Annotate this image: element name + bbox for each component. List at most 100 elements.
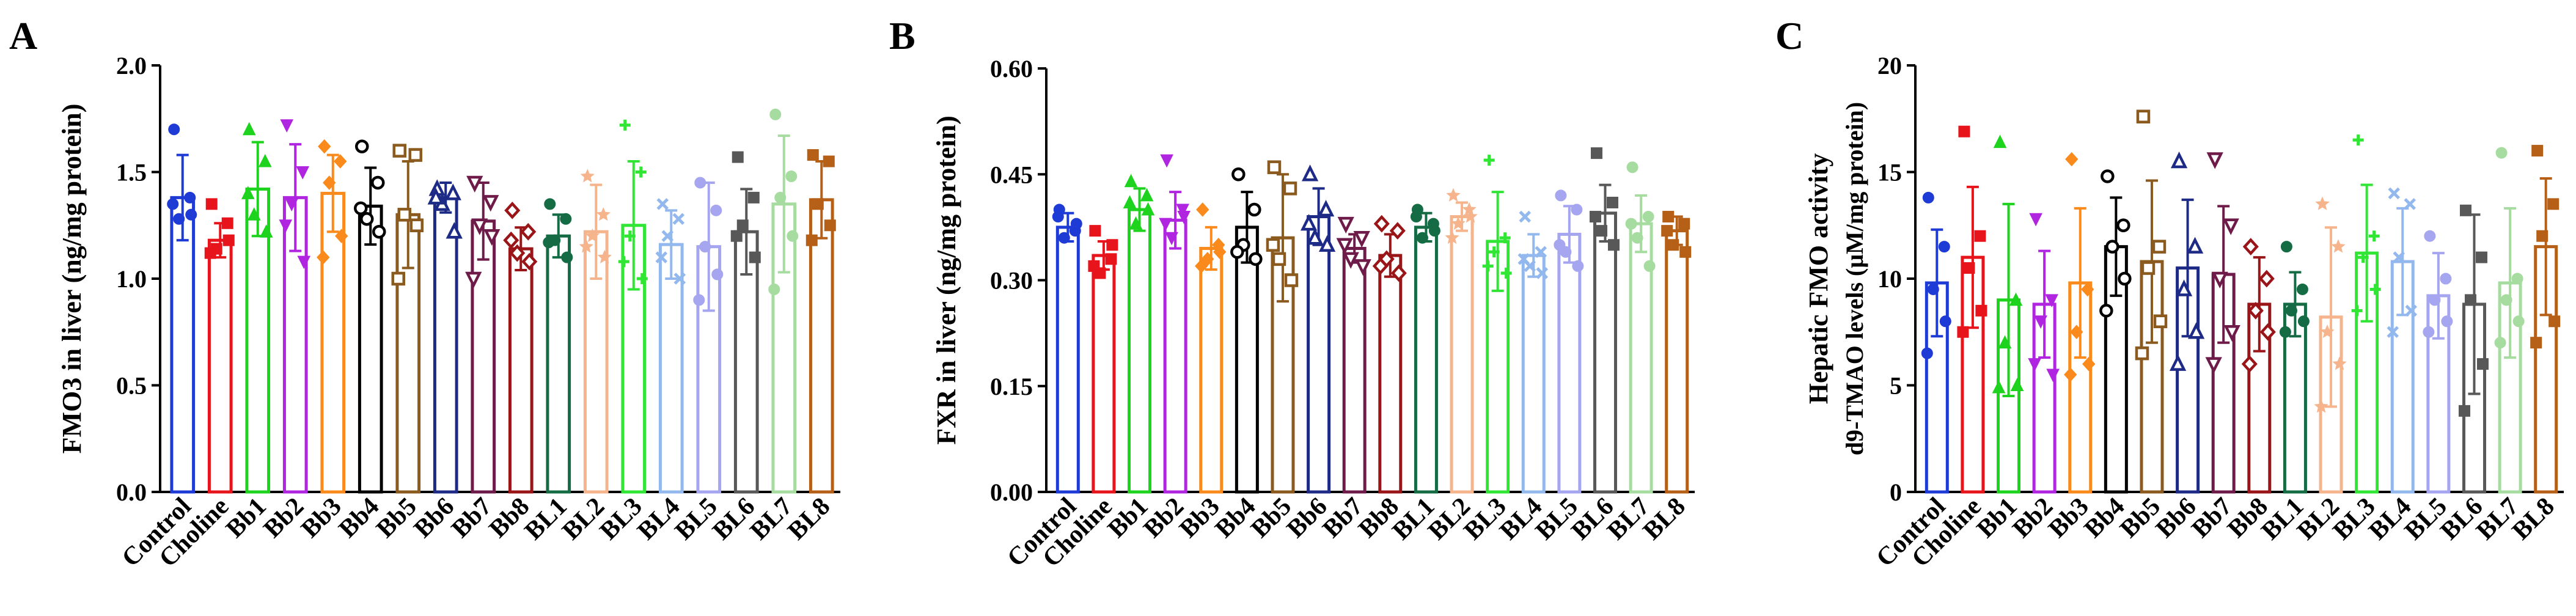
data-point [2297, 315, 2310, 328]
data-point [318, 139, 331, 154]
data-point [1445, 230, 1459, 244]
data-point [1595, 225, 1607, 237]
data-point [1124, 174, 1138, 188]
data-point [2153, 314, 2168, 329]
data-point [1088, 260, 1100, 272]
data-point [335, 229, 348, 243]
data-point [285, 198, 299, 211]
data-point [1342, 252, 1359, 269]
data-point [561, 251, 573, 263]
data-point [580, 169, 595, 183]
data-point [1590, 147, 1602, 160]
data-point [2369, 284, 2381, 295]
data-point [1554, 239, 1566, 251]
data-point [2475, 251, 2487, 263]
data-point [2046, 369, 2060, 383]
data-point [2405, 304, 2418, 317]
data-point [768, 283, 780, 295]
data-point [1536, 267, 1549, 279]
data-point [2388, 187, 2401, 200]
data-point [1267, 160, 1282, 174]
data-point [2458, 405, 2470, 417]
data-point [2081, 282, 2094, 297]
data-point [2029, 213, 2042, 227]
y-tick-label: 0.15 [990, 373, 1033, 400]
y-tick-label: 2.0 [116, 52, 147, 79]
bar-bb7 [471, 219, 496, 494]
data-point [2459, 204, 2471, 216]
data-point [1337, 216, 1354, 234]
data-point [1070, 218, 1082, 230]
data-point [2357, 252, 2369, 263]
data-point [2285, 304, 2297, 317]
bar-bl6 [1593, 211, 1617, 494]
data-point [2241, 355, 2258, 373]
data-point [2464, 294, 2476, 306]
bar-choline [1092, 254, 1116, 494]
data-point [1195, 258, 1208, 274]
data-point [482, 195, 499, 212]
panel-c-label: C [1775, 14, 1804, 57]
data-point [624, 230, 636, 242]
data-point [2247, 302, 2264, 320]
data-point [1451, 216, 1466, 230]
data-point [391, 271, 405, 286]
data-point [2548, 315, 2561, 328]
data-point [1052, 211, 1064, 223]
data-point [1141, 202, 1155, 216]
bar-bl4 [1521, 254, 1546, 494]
data-point [446, 222, 463, 239]
data-point [661, 230, 674, 242]
data-point [2296, 283, 2308, 295]
data-point [2009, 292, 2023, 306]
data-point [1249, 252, 1263, 266]
data-point [2222, 218, 2239, 235]
data-point [1927, 283, 1939, 295]
data-point [1922, 191, 1934, 204]
data-point [242, 122, 256, 136]
y-tick-label: 0.45 [990, 161, 1033, 188]
data-point [747, 191, 760, 204]
data-point [1177, 211, 1191, 224]
data-point [371, 175, 385, 190]
data-point [1389, 222, 1406, 240]
data-point [397, 208, 411, 222]
data-point [184, 191, 196, 204]
bar-bb4 [1235, 226, 1259, 494]
data-point [1266, 238, 1280, 252]
data-point [749, 251, 761, 263]
data-point [2136, 109, 2151, 124]
data-point [2242, 238, 2259, 255]
data-point [173, 213, 185, 225]
data-point [656, 198, 669, 210]
data-point [241, 186, 255, 199]
data-point [2010, 378, 2024, 391]
data-point [2101, 169, 2115, 183]
data-point [2070, 324, 2083, 339]
data-point [279, 219, 293, 233]
y-tick-label: 0.5 [116, 372, 147, 400]
data-point [1483, 155, 1495, 166]
data-point [2494, 337, 2506, 349]
data-point [280, 119, 294, 133]
data-point [2186, 237, 2204, 254]
panel-b-label: B [889, 14, 916, 57]
y-tick-label: 0 [1890, 479, 1902, 506]
data-point [672, 213, 685, 226]
data-point [1160, 154, 1173, 168]
bar-bl2 [1450, 215, 1474, 494]
data-point [673, 273, 686, 285]
data-point [259, 224, 273, 238]
data-point [1589, 211, 1601, 223]
data-point [2223, 325, 2240, 342]
data-point [1992, 380, 2006, 394]
data-point [1921, 347, 1933, 359]
data-point [1517, 253, 1530, 265]
data-point [2387, 326, 2399, 339]
data-point [1958, 125, 1970, 138]
data-point [392, 144, 406, 158]
data-point [711, 268, 724, 280]
data-point [1106, 239, 1118, 251]
data-point [2393, 251, 2405, 263]
